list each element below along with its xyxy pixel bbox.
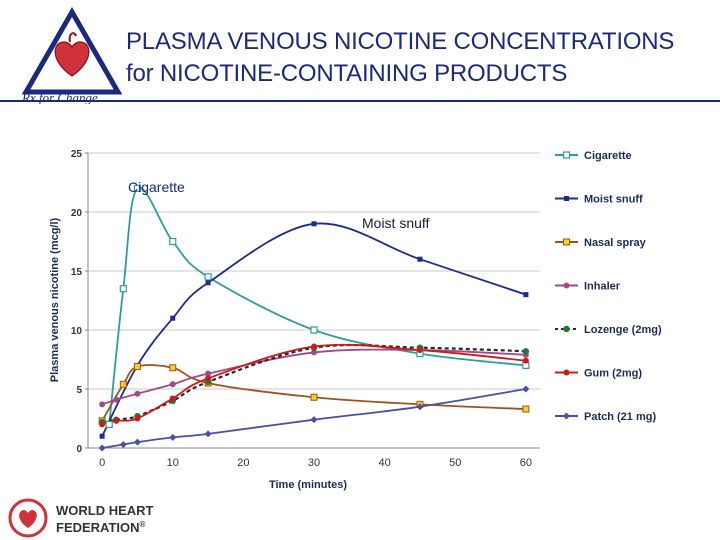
legend-marker-gum: [563, 369, 570, 376]
point-moist_snuff-3: [205, 280, 211, 286]
series-lines: [101, 186, 527, 449]
point-cigarette-2: [133, 184, 142, 192]
x-tick-label-30: 30: [308, 457, 320, 469]
whf-registered-mark: ®: [140, 520, 146, 529]
point-moist_snuff-5: [417, 256, 423, 262]
point-cigarette-4: [204, 273, 212, 281]
point-inhaler-5: [311, 349, 317, 356]
point-patch-4: [204, 430, 212, 438]
point-cigarette-1: [119, 285, 127, 293]
legend-marker-inhaler: [563, 282, 570, 289]
point-inhaler-2: [134, 390, 141, 397]
point-patch-0: [98, 444, 106, 452]
point-cigarette-3: [169, 237, 177, 246]
point-patch-3: [169, 433, 177, 441]
legend-marker-nasal_spray: [563, 238, 570, 246]
point-patch-5: [310, 416, 318, 424]
legend-marker-cigarette: [562, 151, 571, 159]
y-tick-label-25: 25: [71, 149, 83, 160]
point-gum-3: [169, 395, 176, 402]
x-tick-label-20: 20: [237, 457, 249, 469]
point-gum-6: [416, 347, 423, 354]
series-markers: [98, 184, 530, 452]
x-tick-label-40: 40: [379, 457, 391, 469]
legend-label-lozenge: Lozenge (2mg): [584, 324, 662, 336]
world-heart-federation-logo: WORLD HEART FEDERATION®: [8, 498, 154, 538]
point-gum-7: [522, 357, 529, 364]
y-tick-label-5: 5: [76, 385, 82, 396]
point-nasal_spray-5: [310, 393, 318, 401]
point-gum-4: [205, 375, 212, 382]
series-line-nasal_spray: [101, 364, 526, 422]
x-tick-labels: 0 10 20 30 40 50 60: [99, 457, 532, 469]
y-tick-label-0: 0: [76, 444, 82, 455]
y-tick-label-10: 10: [71, 326, 83, 337]
point-gum-1: [113, 417, 120, 424]
point-gum-2: [134, 415, 141, 422]
point-inhaler-1: [113, 396, 120, 403]
legend-marker-lozenge: [563, 325, 570, 333]
point-patch-7: [522, 385, 530, 393]
point-inhaler-0: [99, 401, 106, 408]
legend-label-gum: Gum (2mg): [584, 368, 642, 380]
point-inhaler-4: [205, 370, 212, 377]
y-tick-label-15: 15: [71, 267, 83, 278]
point-moist_snuff-6: [523, 292, 529, 298]
whf-name-line2: FEDERATION®: [56, 520, 146, 535]
point-patch-2: [133, 438, 141, 446]
series-line-lozenge: [101, 343, 526, 424]
point-nasal_spray-2: [133, 363, 141, 371]
whf-heart-icon: [19, 510, 37, 528]
chart-annotations: Cigarette Moist snuff: [128, 179, 430, 231]
point-cigarette-5: [310, 326, 318, 334]
point-nasal_spray-3: [169, 364, 177, 372]
legend-label-nasal_spray: Nasal spray: [584, 237, 647, 249]
point-patch-6: [416, 403, 424, 411]
title-divider: [0, 100, 720, 102]
point-nasal_spray-1: [119, 380, 127, 388]
point-cigarette-0: [105, 420, 113, 428]
point-moist_snuff-2: [170, 315, 176, 321]
y-axis-label: Plasma venous nicotine (mcg/l): [49, 217, 61, 382]
whf-emblem-icon: [8, 498, 48, 538]
annotation-0: Cigarette: [128, 179, 185, 195]
point-gum-0: [99, 421, 106, 428]
point-inhaler-3: [169, 381, 176, 388]
whf-name-line1: WORLD HEART: [56, 503, 154, 518]
point-gum-5: [311, 343, 317, 350]
x-tick-label-0: 0: [99, 457, 105, 469]
annotation-1: Moist snuff: [362, 215, 430, 231]
logo-triangle: [21, 6, 123, 95]
point-patch-1: [119, 440, 127, 448]
legend-marker-patch: [563, 412, 570, 420]
x-axis-label: Time (minutes): [269, 479, 347, 491]
whf-name-line2-text: FEDERATION: [56, 520, 140, 535]
legend-marker-moist_snuff: [564, 196, 569, 201]
legend-label-patch: Patch (21 mg): [584, 411, 656, 423]
legend-label-inhaler: Inhaler: [584, 281, 621, 293]
point-lozenge-7: [522, 348, 530, 355]
x-tick-label-10: 10: [167, 457, 179, 469]
y-tick-label-20: 20: [71, 208, 83, 219]
logo-vessel: [68, 32, 77, 43]
point-nasal_spray-7: [522, 405, 530, 413]
y-tick-labels: 0 5 10 15 20 25: [71, 149, 88, 455]
page-title-line2: for NICOTINE-CONTAINING PRODUCTS: [126, 60, 568, 87]
legend-label-moist_snuff: Moist snuff: [584, 194, 643, 206]
chart-axes: [87, 153, 540, 449]
x-tick-label-50: 50: [449, 457, 461, 469]
heart-icon: [54, 41, 90, 77]
point-moist_snuff-4: [311, 221, 317, 227]
page-title-line1: PLASMA VENOUS NICOTINE CONCENTRATIONS: [126, 28, 675, 55]
chart-legend: Cigarette Moist snuff Nasal spray Inhaler Lo…: [555, 150, 662, 423]
legend-label-cigarette: Cigarette: [584, 150, 632, 162]
point-moist_snuff-0: [99, 433, 105, 439]
series-line-gum: [101, 343, 526, 426]
x-tick-label-60: 60: [520, 457, 532, 469]
